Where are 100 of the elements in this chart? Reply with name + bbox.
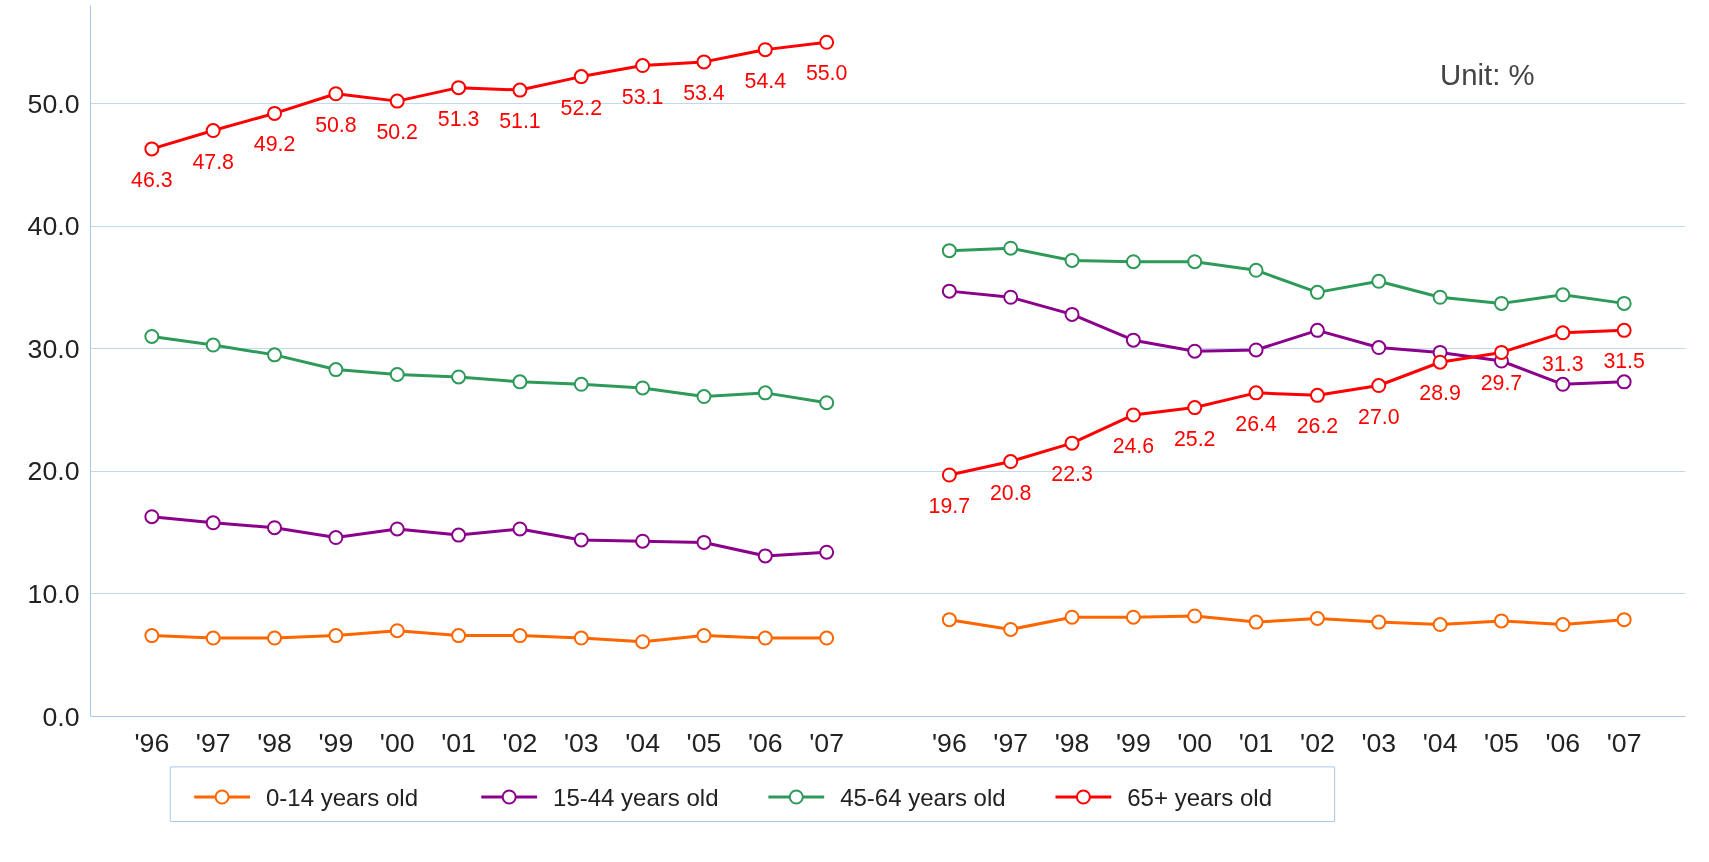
point	[819, 34, 835, 50]
point	[573, 532, 589, 548]
point	[205, 123, 221, 139]
point	[1555, 617, 1571, 633]
x-tick-label: '04	[625, 727, 661, 758]
point	[1371, 340, 1387, 355]
point	[267, 630, 283, 646]
point	[941, 283, 957, 299]
point	[819, 395, 835, 411]
data-label: 27.0	[1358, 404, 1400, 429]
point	[1309, 387, 1325, 403]
point	[1555, 287, 1571, 303]
point	[451, 80, 467, 96]
point	[1125, 609, 1141, 625]
point	[1064, 306, 1080, 322]
point	[389, 623, 405, 639]
point	[1003, 240, 1019, 256]
point	[757, 42, 773, 58]
point	[1432, 289, 1448, 305]
point	[1003, 289, 1019, 305]
data-label: 53.1	[621, 84, 664, 109]
x-tick-label: '98	[257, 727, 292, 758]
point	[696, 389, 712, 405]
point	[144, 141, 160, 157]
point	[512, 628, 528, 644]
annotation: Unit: %	[1440, 57, 1535, 91]
point	[941, 243, 957, 259]
data-label: 31.3	[1542, 351, 1584, 376]
x-tick-label: '98	[1054, 727, 1090, 758]
data-label: 20.8	[989, 480, 1032, 505]
data-label: 49.2	[253, 132, 296, 157]
point	[573, 630, 589, 646]
x-tick-label: '05	[1484, 727, 1519, 758]
x-tick-label: '99	[318, 727, 354, 758]
y-tick-label: 50.0	[27, 88, 80, 119]
x-tick-label: '05	[686, 727, 722, 758]
point	[1125, 254, 1141, 270]
point	[1616, 612, 1632, 628]
y-tick-label: 0.0	[42, 701, 80, 732]
point	[1187, 254, 1203, 270]
x-tick-label: '03	[1361, 727, 1397, 758]
data-label: 46.3	[131, 167, 173, 192]
point	[328, 86, 344, 102]
data-label: 22.3	[1051, 462, 1093, 487]
point	[1555, 325, 1571, 341]
x-tick-label: '97	[993, 727, 1029, 758]
x-tick-label: '99	[1116, 727, 1151, 758]
x-tick-label: '00	[1177, 727, 1213, 758]
point	[696, 628, 712, 644]
point	[1432, 617, 1448, 633]
point	[205, 630, 221, 646]
point	[205, 337, 221, 353]
point	[941, 467, 957, 483]
point	[1064, 435, 1080, 451]
data-label: 24.6	[1112, 433, 1155, 458]
point	[1064, 252, 1080, 268]
point	[144, 329, 160, 344]
point	[1555, 376, 1571, 392]
y-tick-label: 40.0	[27, 211, 80, 242]
data-label: 50.2	[376, 120, 418, 145]
point	[512, 374, 528, 390]
point	[1003, 454, 1019, 470]
x-tick-label: '01	[1238, 727, 1274, 758]
point	[389, 93, 405, 109]
point	[635, 58, 651, 74]
data-label: 54.4	[744, 68, 787, 93]
data-label: 50.8	[315, 112, 357, 137]
x-tick-label: '07	[1606, 727, 1642, 758]
point	[757, 385, 773, 401]
x-tick-label: '02	[502, 727, 538, 758]
point	[1187, 400, 1203, 416]
point	[1616, 322, 1632, 338]
point	[267, 347, 283, 363]
point	[1493, 295, 1509, 311]
point	[1371, 614, 1387, 630]
point	[1616, 295, 1632, 311]
point	[573, 69, 589, 85]
point	[1248, 614, 1264, 630]
point	[757, 548, 773, 564]
point	[267, 105, 283, 121]
point	[328, 530, 344, 546]
point	[1003, 621, 1019, 637]
point	[144, 628, 160, 644]
point	[512, 82, 528, 98]
data-label: 29.7	[1480, 371, 1523, 396]
point	[328, 628, 344, 644]
point	[1248, 262, 1264, 278]
point	[1064, 609, 1080, 625]
x-tick-label: '96	[931, 727, 967, 758]
data-label: 47.8	[192, 149, 234, 174]
point	[1493, 344, 1509, 360]
data-label: 53.4	[683, 80, 725, 105]
data-label: 26.4	[1235, 411, 1277, 436]
data-label: 55.0	[805, 61, 848, 86]
data-label: 26.2	[1296, 414, 1339, 439]
y-tick-label: 10.0	[27, 578, 80, 609]
point	[941, 612, 957, 628]
point	[451, 628, 467, 644]
data-label: 51.1	[499, 109, 541, 134]
data-label: 51.3	[437, 106, 480, 131]
